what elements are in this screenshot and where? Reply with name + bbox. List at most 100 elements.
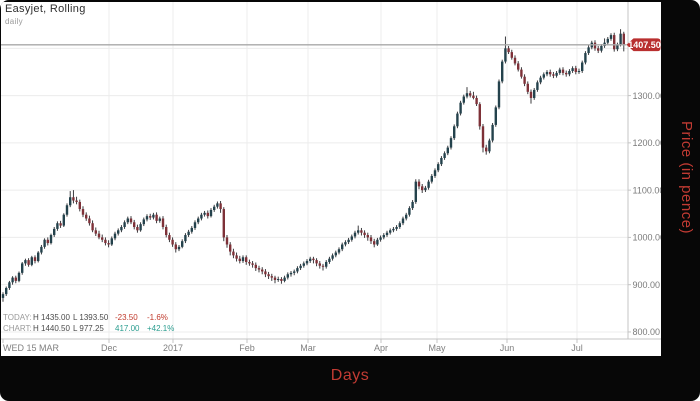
chart-label: CHART: [3, 324, 32, 333]
candle [401, 216, 405, 226]
candle-body-up [37, 252, 40, 262]
candle [568, 69, 571, 77]
candle [206, 210, 209, 219]
candle-body-down [273, 277, 277, 280]
candle-body-up [536, 82, 539, 90]
candle-body-down [222, 209, 225, 238]
candle-body-down [59, 223, 62, 226]
candle-body-down [133, 222, 136, 228]
candle [85, 212, 88, 221]
candlestick-chart[interactable]: 1300.00 1200.00 1100.00 1000.00 900.00 800.00… [1, 2, 661, 356]
candle [353, 230, 357, 239]
candle [526, 81, 529, 95]
candle [49, 233, 53, 245]
candle-body-down [513, 57, 517, 64]
candle [248, 259, 251, 266]
candle [616, 42, 619, 52]
candle [181, 239, 184, 249]
candle-body-down [270, 276, 273, 278]
candle [376, 237, 379, 246]
candle-body-down [81, 209, 85, 215]
today-low: L 1393.50 [73, 313, 109, 322]
candle [357, 225, 360, 235]
x-axis-month-label: Jun [499, 343, 515, 353]
candle [296, 266, 299, 274]
chart-plot-area[interactable]: 1300.00 1200.00 1100.00 1000.00 900.00 800.00… [1, 2, 661, 356]
candle [341, 242, 344, 252]
candle-body-up [344, 242, 347, 245]
candle [219, 201, 222, 213]
candle-body-up [126, 218, 129, 223]
candle [293, 269, 296, 276]
candle [478, 102, 481, 130]
gridlines [1, 2, 628, 339]
candle [405, 212, 408, 221]
candle [465, 87, 469, 99]
candle [1, 292, 5, 302]
candle-body-up [385, 232, 389, 236]
candle [328, 256, 331, 264]
candle-body-up [405, 214, 408, 219]
candle-body-up [558, 69, 561, 73]
candle-body-down [46, 239, 49, 244]
candle-body-up [379, 237, 382, 240]
candle-body-up [616, 44, 619, 50]
candle [571, 66, 574, 73]
candle-body-up [501, 61, 504, 82]
candle [65, 203, 69, 217]
candle [33, 255, 37, 264]
candle [8, 280, 11, 290]
candle [446, 145, 449, 156]
candle [497, 79, 501, 110]
candle-body-up [465, 93, 469, 97]
candle-body-up [491, 124, 494, 141]
candle [94, 227, 97, 236]
candle-body-up [334, 252, 337, 256]
y-axis-tick-label: 1200.00 [633, 138, 662, 148]
candle-body-up [545, 71, 549, 75]
candle [574, 65, 577, 75]
candle-body-up [69, 197, 72, 206]
candle-body-up [411, 201, 414, 209]
today-high: H 1435.00 [33, 313, 70, 322]
candle [165, 224, 168, 238]
candle [334, 250, 337, 258]
candle [177, 244, 181, 252]
candle [235, 252, 238, 262]
candle [517, 61, 520, 72]
candle-body-up [542, 74, 545, 78]
candle-body-down [510, 52, 513, 58]
candle-body-up [382, 235, 385, 238]
candle-body-up [488, 140, 491, 152]
candle [536, 80, 539, 92]
candle-body-up [504, 48, 507, 62]
candle [24, 258, 27, 266]
candle-body-up [392, 228, 395, 231]
candle [475, 95, 478, 106]
candle [11, 276, 14, 285]
candle [53, 227, 56, 237]
y-axis-title: Price (in pence) [678, 121, 695, 235]
candle-body-down [561, 69, 565, 73]
candle [267, 271, 270, 280]
candle-body-down [529, 91, 533, 98]
candle [101, 234, 104, 243]
candle [414, 179, 417, 204]
candle [5, 286, 8, 297]
y-axis-tick-label: 1300.00 [633, 91, 662, 101]
candle-body-down [75, 200, 78, 202]
candle [430, 174, 433, 184]
candle [257, 265, 261, 273]
x-axis-month-label: Apr [373, 343, 389, 353]
candle [283, 275, 286, 283]
candle [593, 40, 597, 51]
candle-body-down [248, 261, 251, 264]
candle-body-up [331, 255, 334, 259]
candle [251, 261, 254, 268]
candle [245, 255, 248, 265]
candle-body-down [549, 71, 552, 75]
candle [472, 91, 475, 100]
candle [152, 212, 155, 220]
chart-interval-label: daily [5, 17, 23, 26]
candle-body-down [597, 48, 600, 51]
